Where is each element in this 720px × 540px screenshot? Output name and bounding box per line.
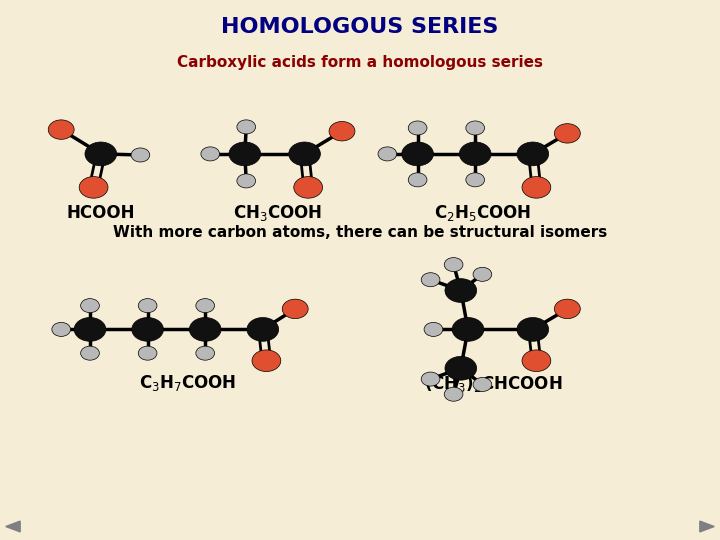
Circle shape: [79, 177, 108, 198]
Circle shape: [444, 258, 463, 272]
Circle shape: [229, 142, 261, 166]
Circle shape: [452, 318, 484, 341]
Circle shape: [522, 177, 551, 198]
Polygon shape: [700, 521, 714, 532]
Circle shape: [196, 299, 215, 313]
Circle shape: [289, 142, 320, 166]
Circle shape: [85, 142, 117, 166]
Circle shape: [132, 318, 163, 341]
Text: HCOOH: HCOOH: [66, 204, 135, 222]
Circle shape: [473, 377, 492, 392]
Circle shape: [445, 356, 477, 380]
Circle shape: [81, 346, 99, 360]
Circle shape: [189, 318, 221, 341]
Circle shape: [421, 273, 440, 287]
Circle shape: [466, 121, 485, 135]
Circle shape: [237, 120, 256, 134]
Circle shape: [48, 120, 74, 139]
Circle shape: [517, 142, 549, 166]
Circle shape: [138, 346, 157, 360]
Circle shape: [81, 299, 99, 313]
Circle shape: [554, 124, 580, 143]
Circle shape: [421, 372, 440, 386]
Circle shape: [294, 177, 323, 198]
Text: C$_3$H$_7$COOH: C$_3$H$_7$COOH: [139, 373, 235, 394]
Circle shape: [408, 121, 427, 135]
Circle shape: [329, 122, 355, 141]
Circle shape: [473, 267, 492, 281]
Circle shape: [424, 322, 443, 336]
Circle shape: [247, 318, 279, 341]
Circle shape: [196, 346, 215, 360]
Circle shape: [52, 322, 71, 336]
Text: With more carbon atoms, there can be structural isomers: With more carbon atoms, there can be str…: [113, 225, 607, 240]
Circle shape: [522, 350, 551, 372]
Circle shape: [252, 350, 281, 372]
Circle shape: [201, 147, 220, 161]
Circle shape: [466, 173, 485, 187]
Circle shape: [408, 173, 427, 187]
Text: HOMOLOGOUS SERIES: HOMOLOGOUS SERIES: [221, 17, 499, 37]
Text: (CH$_3$)$_2$CHCOOH: (CH$_3$)$_2$CHCOOH: [424, 373, 562, 394]
Circle shape: [282, 299, 308, 319]
Circle shape: [459, 142, 491, 166]
Circle shape: [138, 299, 157, 313]
Circle shape: [445, 279, 477, 302]
Text: Carboxylic acids form a homologous series: Carboxylic acids form a homologous serie…: [177, 55, 543, 70]
Text: CH$_3$COOH: CH$_3$COOH: [233, 203, 322, 224]
Circle shape: [402, 142, 433, 166]
Circle shape: [131, 148, 150, 162]
Circle shape: [444, 387, 463, 401]
Circle shape: [517, 318, 549, 341]
Polygon shape: [6, 521, 20, 532]
Circle shape: [554, 299, 580, 319]
Circle shape: [237, 174, 256, 188]
Circle shape: [74, 318, 106, 341]
Text: C$_2$H$_5$COOH: C$_2$H$_5$COOH: [434, 203, 531, 224]
Circle shape: [378, 147, 397, 161]
